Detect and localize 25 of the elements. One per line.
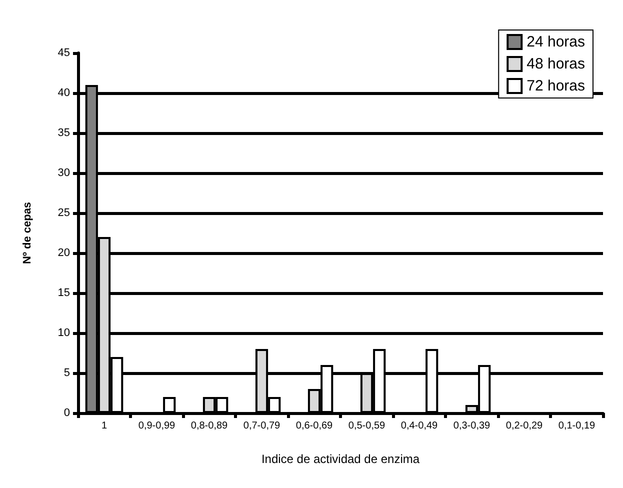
x-tick-label: 0,4-0,49 xyxy=(400,420,438,432)
y-axis-title: Nº de cepas xyxy=(22,202,34,264)
y-tick-label: 40 xyxy=(58,87,70,99)
y-tick-label: 45 xyxy=(58,47,70,59)
y-tick-label: 10 xyxy=(58,327,70,339)
y-tick-label: 5 xyxy=(64,367,70,379)
y-tick-label: 30 xyxy=(58,167,70,179)
x-axis-title: Indice de actividad de enzima xyxy=(261,452,420,466)
x-tick-label: 0,1-0,19 xyxy=(558,420,596,432)
y-tick-label: 0 xyxy=(64,407,70,419)
legend-label: 48 horas xyxy=(526,56,585,72)
x-tick-label: 1 xyxy=(101,420,108,432)
y-tick-label: 25 xyxy=(58,207,70,219)
y-tick-label: 20 xyxy=(58,247,70,259)
x-tick-label: 0,9-0,99 xyxy=(138,420,176,432)
y-tick-label: 35 xyxy=(58,127,70,139)
legend-label: 24 horas xyxy=(526,34,585,50)
x-tick-label: 0,8-0,89 xyxy=(190,420,228,432)
x-tick-label: 0,3-0,39 xyxy=(453,420,491,432)
legend-label: 72 horas xyxy=(526,78,585,94)
x-tick-label: 0,6-0,69 xyxy=(296,420,334,432)
y-tick-label: 15 xyxy=(58,287,70,299)
x-tick-label: 0,7-0,79 xyxy=(243,420,281,432)
x-tick-label: 0,2-0,29 xyxy=(506,420,544,432)
x-tick-label: 0,5-0,59 xyxy=(348,420,386,432)
